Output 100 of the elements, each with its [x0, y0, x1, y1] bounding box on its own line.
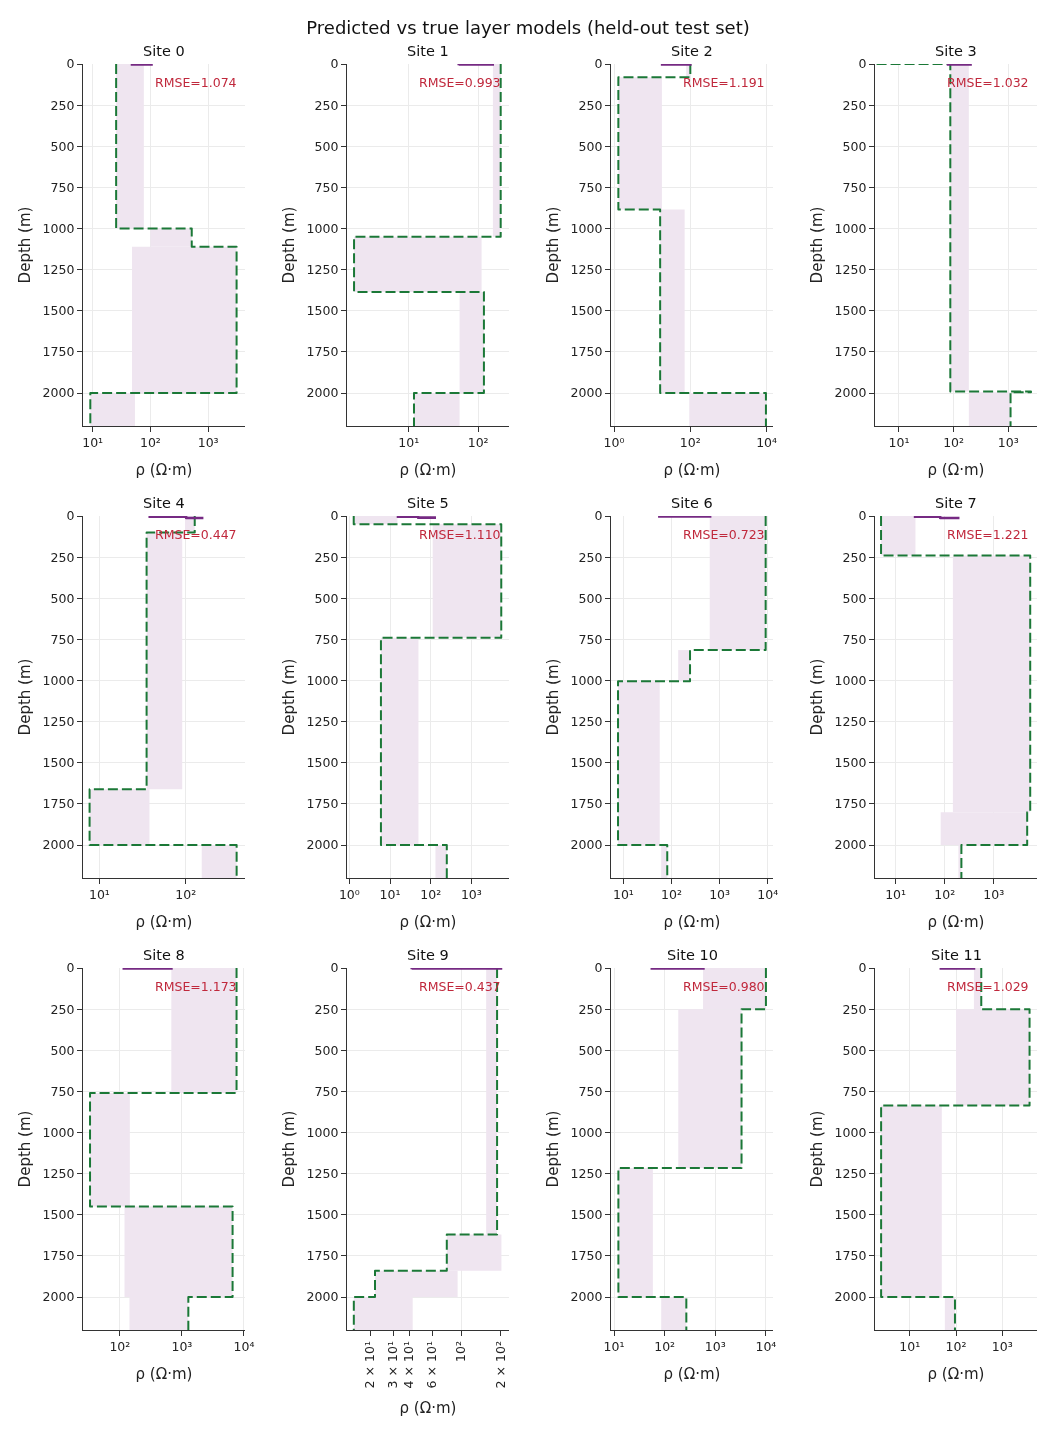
- annotation: RMSE=1.032: [947, 75, 1029, 90]
- x-axis-title: ρ (Ω·m): [927, 913, 985, 932]
- annotation: RMSE=0.723: [683, 527, 765, 542]
- y-tick-label: 1500: [570, 303, 603, 319]
- x-tick-label: 10²: [139, 435, 161, 451]
- y-tick-label: 500: [578, 1042, 603, 1058]
- y-tick-label: 0: [858, 960, 867, 976]
- y-tick-label: 0: [594, 960, 603, 976]
- y-tick-label: 1500: [570, 755, 603, 771]
- y-tick-label: 250: [314, 1001, 339, 1017]
- y-tick-label: 1000: [834, 672, 867, 688]
- chart-title: Site 5: [407, 495, 449, 511]
- y-tick-label: 250: [842, 97, 867, 113]
- annotation: RMSE=1.173: [155, 979, 237, 994]
- x-tick-label: 10⁴: [233, 1339, 255, 1355]
- y-tick-label: 1250: [42, 262, 75, 278]
- y-tick-label: 1750: [306, 796, 339, 812]
- y-tick-label: 1250: [834, 714, 867, 730]
- y-tick-label: 1000: [834, 1124, 867, 1140]
- x-tick-label: 10²: [943, 435, 965, 451]
- x-tick-label: 6 × 10¹: [424, 1341, 440, 1389]
- y-axis-title: Depth (m): [807, 658, 826, 736]
- y-tick-label: 2000: [834, 1289, 867, 1305]
- y-tick-label: 1000: [42, 1124, 75, 1140]
- y-tick-label: 750: [50, 631, 75, 647]
- y-tick-label: 1000: [834, 220, 867, 236]
- y-tick-label: 1000: [570, 1124, 603, 1140]
- y-tick-label: 1750: [834, 1248, 867, 1264]
- x-axis-title: ρ (Ω·m): [399, 913, 457, 932]
- x-tick-label: 10²: [661, 887, 682, 903]
- y-axis-title: Depth (m): [279, 206, 298, 284]
- x-tick-label: 2 × 10¹: [362, 1341, 378, 1389]
- y-tick-label: 1250: [306, 262, 339, 278]
- annotation: RMSE=0.447: [155, 527, 237, 542]
- x-tick-label: 4 × 10¹: [401, 1341, 417, 1389]
- y-tick-label: 2000: [570, 385, 603, 401]
- y-tick-label: 1750: [834, 796, 867, 812]
- y-tick-label: 1000: [306, 1124, 339, 1140]
- x-tick-label: 10³: [171, 1339, 193, 1355]
- chart-title: Site 8: [143, 947, 185, 963]
- y-tick-label: 1500: [834, 755, 867, 771]
- x-tick-label: 10³: [704, 1339, 726, 1355]
- x-axis-title: ρ (Ω·m): [399, 1399, 457, 1418]
- y-tick-label: 1250: [570, 1166, 603, 1182]
- y-tick-label: 0: [594, 56, 603, 72]
- x-tick-label: 10¹: [899, 1339, 921, 1355]
- y-tick-label: 2000: [42, 1289, 75, 1305]
- y-tick-label: 1250: [306, 1166, 339, 1182]
- y-tick-label: 750: [578, 179, 603, 195]
- x-tick-label: 10³: [460, 887, 482, 903]
- y-tick-label: 1750: [570, 1248, 603, 1264]
- x-tick-label: 10⁰: [338, 887, 360, 903]
- y-tick-label: 500: [842, 1042, 867, 1058]
- x-tick-label: 10²: [420, 887, 442, 903]
- y-tick-label: 2000: [306, 837, 339, 853]
- y-tick-label: 250: [578, 549, 603, 565]
- y-tick-label: 500: [842, 590, 867, 606]
- y-tick-label: 0: [66, 960, 75, 976]
- x-axis-title: ρ (Ω·m): [663, 461, 721, 480]
- y-tick-label: 0: [330, 960, 339, 976]
- y-tick-label: 750: [314, 179, 339, 195]
- x-tick-label: 10²: [679, 435, 701, 451]
- y-tick-label: 750: [314, 631, 339, 647]
- x-tick-label: 10¹: [379, 887, 401, 903]
- y-tick-label: 1250: [42, 1166, 75, 1182]
- y-tick-label: 1750: [570, 344, 603, 360]
- x-axis-title: ρ (Ω·m): [135, 1365, 193, 1384]
- chart-title: Site 7: [935, 495, 977, 511]
- x-tick-label: 10¹: [885, 887, 907, 903]
- y-tick-label: 1500: [42, 303, 75, 319]
- y-tick-label: 1250: [834, 1166, 867, 1182]
- x-tick-label: 10²: [934, 887, 956, 903]
- x-tick-label: 10⁴: [757, 887, 779, 903]
- y-axis-title: Depth (m): [15, 658, 34, 736]
- y-tick-label: 500: [314, 1042, 339, 1058]
- y-tick-label: 1500: [306, 1207, 339, 1223]
- y-tick-label: 1250: [834, 262, 867, 278]
- y-tick-label: 250: [842, 549, 867, 565]
- y-tick-label: 0: [66, 508, 75, 524]
- chart-title: Site 9: [407, 947, 449, 963]
- y-axis-title: Depth (m): [807, 1110, 826, 1188]
- y-tick-label: 750: [50, 179, 75, 195]
- x-tick-label: 10⁴: [756, 435, 778, 451]
- y-tick-label: 1750: [42, 1248, 75, 1264]
- y-axis-title: Depth (m): [543, 206, 562, 284]
- y-axis-title: Depth (m): [279, 658, 298, 736]
- y-tick-label: 750: [842, 179, 867, 195]
- y-axis-title: Depth (m): [807, 206, 826, 284]
- y-tick-label: 1250: [42, 714, 75, 730]
- x-axis-title: ρ (Ω·m): [399, 461, 457, 480]
- x-tick-label: 10³: [997, 435, 1019, 451]
- y-tick-label: 0: [330, 508, 339, 524]
- y-tick-label: 250: [578, 97, 603, 113]
- y-tick-label: 1750: [570, 796, 603, 812]
- y-tick-label: 500: [314, 590, 339, 606]
- y-tick-label: 1500: [570, 1207, 603, 1223]
- y-tick-label: 1000: [570, 220, 603, 236]
- annotation: RMSE=1.074: [155, 75, 237, 90]
- annotation: RMSE=0.993: [419, 75, 501, 90]
- y-tick-label: 1750: [306, 1248, 339, 1264]
